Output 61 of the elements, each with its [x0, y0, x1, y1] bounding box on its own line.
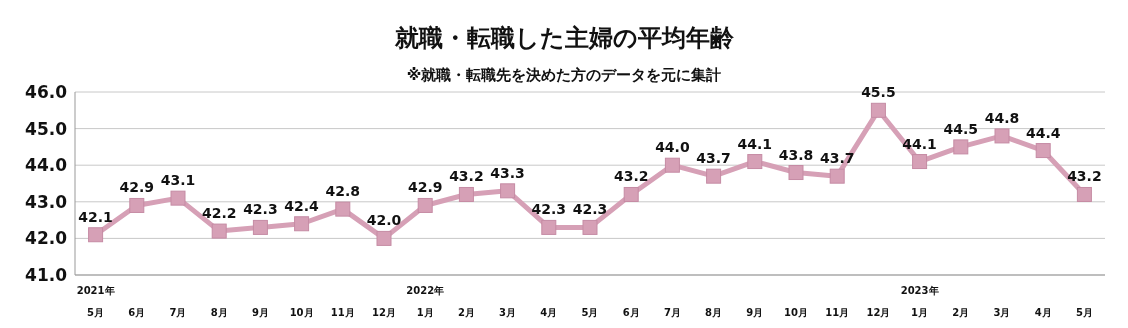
data-label: 43.7: [696, 150, 731, 167]
ytick: 45.0: [25, 118, 67, 139]
xtick: 2022年: [406, 285, 445, 296]
xtick: 7月: [663, 307, 681, 318]
ytick: 43.0: [25, 191, 67, 212]
xtick: 9月: [746, 307, 764, 318]
data-label: 42.2: [201, 205, 237, 222]
ytick: 42.0: [25, 228, 67, 249]
xtick: 3月: [993, 307, 1011, 318]
data-label: 42.4: [284, 197, 319, 214]
data-label: 42.3: [243, 201, 278, 218]
xtick: 6月: [622, 307, 640, 318]
xtick: 2021年: [76, 285, 115, 296]
xtick: 1月: [911, 307, 929, 318]
data-label: 42.8: [325, 183, 361, 200]
data-label: 44.0: [655, 139, 690, 156]
data-label: 42.1: [78, 208, 113, 225]
data-label: 42.0: [366, 212, 402, 229]
xtick: 10月: [784, 307, 808, 318]
xtick: 5月: [87, 307, 105, 318]
data-label: 42.9: [407, 179, 443, 196]
data-label: 43.2: [613, 168, 649, 185]
xtick: 10月: [289, 307, 314, 318]
xtick: 8月: [210, 307, 228, 318]
xtick: 11月: [330, 307, 355, 318]
xtick: 12月: [866, 307, 891, 318]
ytick: 41.0: [25, 265, 67, 285]
ytick: 46.0: [25, 82, 67, 102]
xtick: 9月: [251, 307, 269, 318]
data-label: 42.3: [531, 201, 567, 218]
data-label: 43.2: [1067, 168, 1102, 185]
data-label: 43.3: [490, 164, 525, 181]
xtick: 2023年: [900, 285, 939, 296]
data-label: 42.3: [572, 201, 608, 218]
xtick: 3月: [499, 307, 517, 318]
data-label: 44.1: [902, 135, 937, 152]
data-label: 44.8: [984, 109, 1020, 126]
xtick: 2月: [952, 307, 970, 318]
xtick: 2月: [457, 307, 475, 318]
xtick: 12月: [372, 307, 396, 318]
data-label: 43.7: [819, 150, 855, 167]
data-label: 44.4: [1025, 124, 1061, 141]
data-label: 44.5: [943, 120, 979, 137]
data-label: 45.5: [861, 84, 896, 101]
data-label: 42.9: [119, 179, 155, 196]
xtick: 5月: [1075, 307, 1093, 318]
xtick: 7月: [169, 307, 187, 318]
subtitle: ※就職・転職先を決めた方のデータを元に集計: [406, 66, 722, 84]
xtick: 6月: [128, 307, 146, 318]
ytick: 44.0: [25, 155, 67, 176]
data-label: 43.2: [449, 168, 484, 185]
data-label: 43.8: [778, 146, 814, 163]
data-label: 44.1: [737, 135, 773, 152]
xtick: 11月: [825, 307, 850, 318]
title: 就職・転職した主婦の平均年齢: [394, 24, 734, 52]
xtick: 4月: [540, 307, 558, 318]
xtick: 8月: [705, 307, 723, 318]
data-label: 43.1: [160, 172, 196, 189]
xtick: 1月: [416, 307, 434, 318]
xtick: 4月: [1034, 307, 1052, 318]
xtick: 5月: [581, 307, 599, 318]
